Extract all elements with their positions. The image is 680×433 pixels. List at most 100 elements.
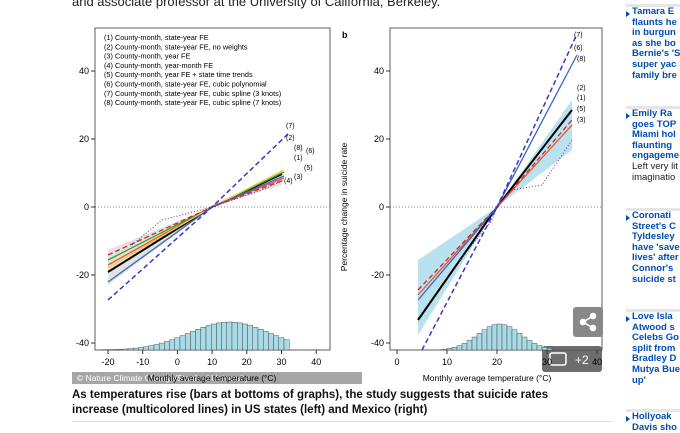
line-label: (2) bbox=[286, 135, 295, 142]
credit: © Nature Climate Change/Stanford Univers… bbox=[77, 373, 249, 383]
y-tick-label: 20 bbox=[374, 134, 384, 144]
line-label: (3) bbox=[294, 174, 303, 181]
x-tick-label: 20 bbox=[242, 357, 252, 367]
curves bbox=[95, 33, 602, 351]
photo-count: +2 bbox=[575, 353, 589, 367]
panel-label: b bbox=[342, 30, 348, 40]
line-label: (7) bbox=[286, 123, 295, 130]
x-tick-label: 30 bbox=[542, 357, 552, 367]
hist-bar bbox=[200, 327, 207, 351]
headline-line: Hollyoak bbox=[632, 411, 672, 422]
hist-bar bbox=[169, 339, 175, 351]
hist-bar bbox=[164, 341, 170, 351]
legend-entry: (6) County-month, state-year FE, cubic p… bbox=[104, 80, 267, 89]
headline-line: Mutya Bue bbox=[632, 363, 680, 375]
hist-bar bbox=[112, 349, 118, 351]
hist-bar bbox=[117, 349, 123, 351]
headline-line: Tyldesley bbox=[632, 231, 675, 243]
headline-line: up' bbox=[632, 374, 646, 386]
hist-bar bbox=[226, 321, 233, 351]
y-tick-label: -40 bbox=[76, 338, 89, 348]
line-label: (6) bbox=[574, 45, 583, 52]
hist-bar bbox=[486, 326, 493, 351]
line-label: (1) bbox=[577, 95, 586, 102]
headline-line: Atwood s bbox=[632, 321, 675, 333]
headline-line: Connor's bbox=[632, 262, 674, 274]
headline-line: flaunts he bbox=[632, 16, 677, 28]
sidebar-item[interactable]: Emily Ra goes TOP Miami hol flaunting engage… bbox=[626, 106, 680, 184]
x-tick-label: 10 bbox=[207, 357, 217, 367]
hist-bar bbox=[471, 336, 478, 351]
legend-entry: (5) County-month, year FE + state time t… bbox=[104, 70, 253, 79]
hist-bar bbox=[242, 323, 248, 351]
hist-bar bbox=[221, 322, 228, 351]
headline-line: have 'save bbox=[632, 241, 680, 253]
hist-bar bbox=[451, 347, 458, 351]
curve bbox=[459, 139, 573, 261]
legend-entry: (1) County-month, state-year FE bbox=[104, 33, 209, 42]
hist-bar bbox=[210, 323, 217, 351]
headline-line: Bernie's 'S bbox=[632, 48, 680, 60]
hist-bar bbox=[133, 347, 139, 351]
x-tick-label: -10 bbox=[136, 357, 149, 367]
headline-line: Miami hol bbox=[632, 129, 676, 141]
line-label: (4) bbox=[284, 178, 293, 185]
y-tick-label: -20 bbox=[76, 270, 89, 280]
x-tick-label: 20 bbox=[492, 357, 502, 367]
x-axis-label: Monthly average temperature (°C) bbox=[148, 373, 277, 383]
line-label: (2) bbox=[577, 85, 586, 92]
y-tick-label: -20 bbox=[371, 270, 384, 280]
sidebar-item[interactable]: Love Isla Atwood s Celebs Go split from Brad… bbox=[626, 309, 680, 387]
y-tick-label: 0 bbox=[84, 202, 89, 212]
hist-bar bbox=[278, 337, 285, 351]
x-tick-label: 0 bbox=[394, 357, 399, 367]
hist-bar bbox=[273, 335, 280, 351]
hist-bar bbox=[441, 348, 448, 351]
sidebar-item[interactable]: Hollyoak Davis sho bbox=[626, 409, 680, 433]
hist-bar bbox=[195, 329, 201, 351]
x-axis-label: Monthly average temperature (°C) bbox=[423, 373, 552, 383]
legend-entry: (3) County-month, year FE bbox=[104, 52, 191, 61]
legend-entry: (4) County-month, year-month FE bbox=[104, 61, 213, 70]
headline-line: Davis sho bbox=[632, 421, 677, 433]
hist-bar bbox=[496, 323, 503, 351]
headline-line: Street's C bbox=[632, 220, 676, 232]
hist-bar bbox=[205, 325, 212, 351]
hist-bar bbox=[262, 331, 269, 351]
figure-bg bbox=[72, 20, 612, 386]
hist-bar bbox=[158, 342, 165, 351]
hist-bar bbox=[283, 339, 290, 351]
hist-bar bbox=[521, 336, 528, 351]
hist-bar bbox=[491, 324, 498, 351]
line-label: (3) bbox=[577, 117, 586, 124]
x-tick-label: 40 bbox=[311, 357, 321, 367]
line-label: (1) bbox=[294, 155, 303, 162]
sidebar-item[interactable]: Coronati Street's C Tyldesley have 'save liv… bbox=[626, 208, 680, 286]
hist-bar bbox=[446, 348, 453, 351]
hist-bar bbox=[461, 343, 468, 351]
y-tick-label: -40 bbox=[371, 338, 384, 348]
x-tick-label: 30 bbox=[276, 357, 286, 367]
hist-bar bbox=[184, 333, 191, 351]
line-label: (5) bbox=[577, 106, 586, 113]
share-button[interactable] bbox=[573, 307, 603, 337]
hist-bar bbox=[236, 322, 243, 351]
hist-bar bbox=[179, 335, 186, 351]
hist-bar bbox=[516, 333, 523, 351]
y-tick-label: 40 bbox=[374, 66, 384, 76]
headline-line: flaunting bbox=[632, 139, 673, 151]
legend-entry: (7) County-month, state-year FE, cubic s… bbox=[104, 89, 281, 98]
hist-bar bbox=[148, 345, 155, 351]
headline-line: family bre bbox=[632, 69, 677, 81]
headline-line: suicide st bbox=[632, 273, 676, 285]
curve bbox=[131, 179, 285, 246]
hist-bar bbox=[501, 324, 508, 351]
credit-bg bbox=[72, 372, 362, 384]
article-text: and associate professor at the Universit… bbox=[72, 0, 441, 9]
hist-bar bbox=[531, 343, 538, 351]
divider bbox=[72, 421, 612, 422]
hist-bar bbox=[252, 327, 259, 351]
x-tick-label: 10 bbox=[442, 357, 452, 367]
